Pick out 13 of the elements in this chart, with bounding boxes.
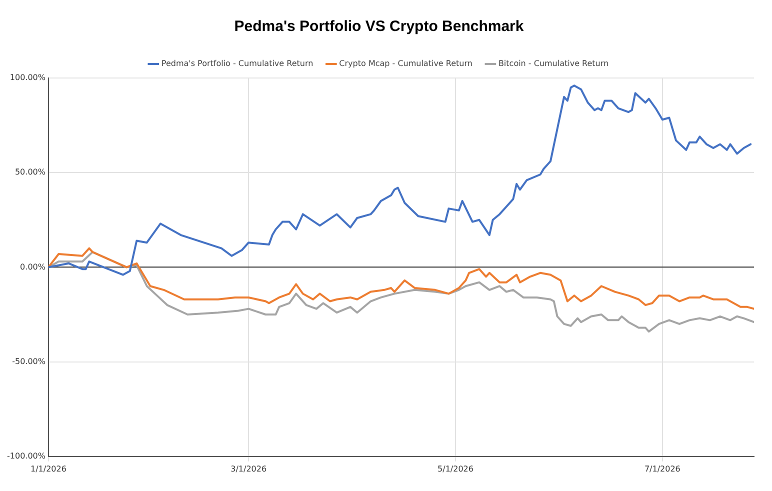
x-tick-label: 1/1/2026 <box>30 464 66 474</box>
chart-title: Pedma's Portfolio VS Crypto Benchmark <box>234 18 524 36</box>
x-tick-label: 7/1/2026 <box>644 464 680 474</box>
y-tick-label: 100.00% <box>10 73 46 82</box>
y-tick-label: 0.00% <box>20 262 46 272</box>
y-tick-label: -50.00% <box>12 356 46 366</box>
y-tick-label: 50.00% <box>14 168 46 177</box>
x-tick-label: 3/1/2026 <box>230 464 267 474</box>
legend-label: Bitcoin - Cumulative Return <box>498 59 609 68</box>
legend-label: Crypto Mcap - Cumulative Return <box>339 59 472 68</box>
y-tick-label: -100.00% <box>6 451 46 460</box>
legend-label: Pedma's Portfolio - Cumulative Return <box>161 59 314 68</box>
x-tick-label: 5/1/2026 <box>438 464 474 474</box>
